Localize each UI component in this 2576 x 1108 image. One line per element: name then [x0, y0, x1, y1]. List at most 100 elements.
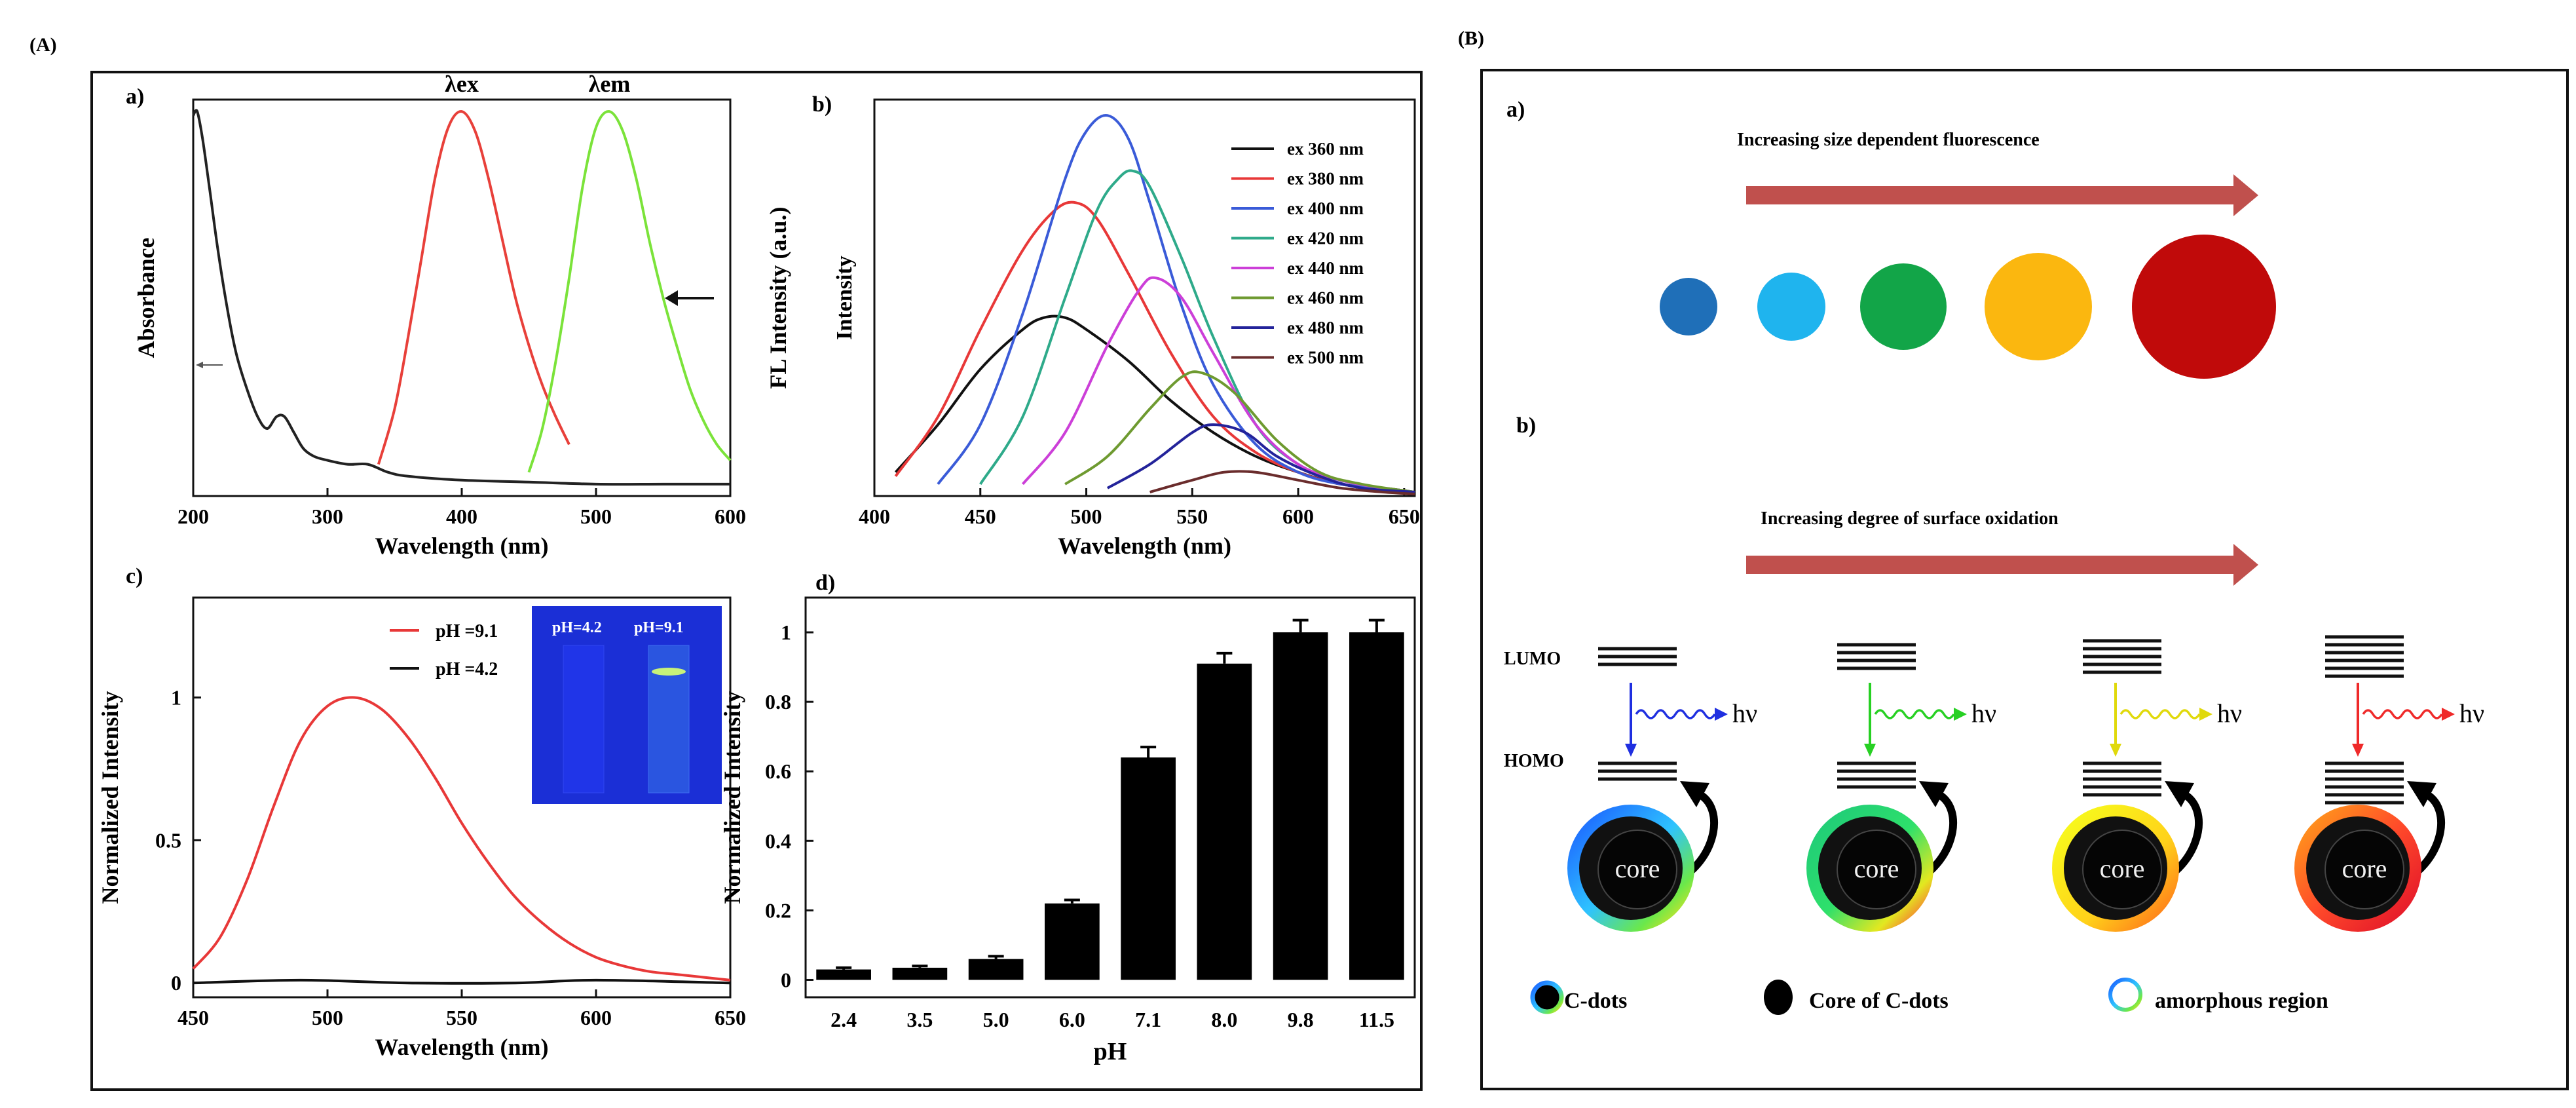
x-axis-label: pH: [1094, 1038, 1127, 1065]
chart-Ac: 450 500 550 600 650 0 0.5 1 Wavelength (nm) Norma…: [97, 564, 746, 1060]
inset-label-ph91: pH=9.1: [634, 619, 684, 636]
panel-label-b: b): [812, 92, 832, 117]
x-tick-label: 500: [1071, 505, 1102, 528]
panel-label-d: d): [815, 571, 835, 595]
series-line-Ac-1: [193, 978, 731, 985]
legend-label-c-0: pH =9.1: [436, 621, 498, 641]
x-tick-label: 650: [1389, 505, 1420, 528]
transition-arrow-head: [2110, 744, 2121, 757]
return-curve-arrow-head: [2407, 781, 2436, 807]
plot-frame-Ad: [804, 596, 1416, 999]
series-line-Ab-2: [937, 114, 1415, 493]
panel-b-b: b) Increasing degree of surface oxidatio…: [1504, 413, 2484, 1015]
emission-wave: [2362, 709, 2443, 719]
return-curve-arrow-head: [1919, 781, 1949, 807]
panel-b-a: a) Increasing size dependent fluorescenc…: [1506, 98, 2276, 379]
size-dot-2: [1757, 273, 1825, 341]
annotation-lambda-ex: λex: [445, 71, 479, 97]
series-line-Aa-1: [377, 110, 570, 465]
legend-label-2: ex 400 nm: [1287, 199, 1364, 218]
hv-label: hν: [1971, 698, 1996, 728]
return-curve-arrow-head: [1680, 781, 1709, 807]
series-line-Ab-5: [1064, 370, 1415, 493]
stage-3: hν core: [2052, 639, 2242, 932]
legend-label-3: ex 420 nm: [1287, 229, 1364, 248]
x-tick-label: 450: [177, 1006, 209, 1029]
chart-Ad: 0 0.2 0.4 0.6 0.8 1 2.4 3.5 5.0 6.0 7.1 8.0 9.8 11.5 p…: [719, 571, 1416, 1065]
bar-9.8: [1273, 632, 1328, 980]
y-tick-label: 0.4: [765, 829, 791, 852]
bar-8.0: [1197, 663, 1252, 980]
x-tick-label: 11.5: [1359, 1008, 1394, 1031]
size-dots: [1660, 235, 2276, 379]
series-line-Aa-0: [192, 109, 730, 486]
plot-frame-Aa: [192, 98, 732, 497]
core-sphere: [2324, 830, 2404, 909]
oxidation-stages: hν core hν core hν core hν core: [1567, 635, 2484, 932]
vial-ph42: [563, 645, 605, 793]
core-sphere: [1597, 830, 1677, 909]
x-tick-label: 300: [312, 505, 343, 528]
x-tick-label: 500: [312, 1006, 343, 1029]
y-tick-label: 1: [171, 686, 181, 710]
lumo-label: LUMO: [1504, 649, 1561, 669]
y-tick-label: 1: [781, 621, 791, 644]
bar-2.4: [816, 969, 871, 980]
transition-arrow-head: [1864, 744, 1876, 757]
core-label: core: [2342, 854, 2387, 883]
chart-Aa: 200 300 400 500 600 Wavelength (nm) Absorbance…: [126, 71, 746, 559]
vial-ph91: [648, 645, 690, 793]
arrow-emission-head: [665, 290, 678, 306]
hv-label: hν: [1732, 698, 1757, 728]
x-tick-label: 400: [859, 505, 890, 528]
size-title: Increasing size dependent fluorescence: [1737, 130, 2040, 150]
series-line-Ab-4: [1021, 276, 1415, 493]
panel-a-label: (A): [29, 34, 57, 56]
x-tick-label: 8.0: [1211, 1008, 1237, 1031]
return-curve-arrow-head: [2165, 781, 2194, 807]
legend-cdot-icon: [1530, 980, 1564, 1014]
hv-label: hν: [2217, 698, 2242, 728]
emission-wave-head: [2442, 708, 2455, 721]
x-tick-label: 600: [715, 505, 746, 528]
x-tick-label: 500: [580, 505, 612, 528]
panel-label-a: a): [126, 85, 144, 109]
homo-label: HOMO: [1504, 751, 1564, 771]
y-tick-label: 0: [171, 971, 181, 995]
inset-label-ph42: pH=4.2: [552, 619, 602, 636]
vial-meniscus: [652, 668, 686, 676]
y-tick-label: 0.5: [155, 828, 181, 852]
emission-wave: [1635, 709, 1716, 719]
y-tick-label: 0: [781, 968, 791, 991]
legend-label-c-1: pH =4.2: [436, 659, 498, 679]
x-tick-label: 450: [965, 505, 996, 528]
annotation-lambda-em: λem: [589, 71, 631, 97]
series-line-Ab-6: [1106, 423, 1415, 493]
emission-wave-head: [1954, 708, 1967, 721]
y-tick-label: 0.2: [765, 898, 791, 922]
legend-amorphous-icon: [2108, 978, 2142, 1012]
stage-2: hν core: [1806, 643, 1996, 932]
emission-wave: [1874, 709, 1955, 719]
series-line-Ac-0: [192, 696, 731, 982]
x-tick-label: 600: [580, 1006, 612, 1029]
stage-1: hν core: [1567, 647, 1757, 932]
size-dot-4: [1985, 253, 2092, 360]
legend-label-4: ex 440 nm: [1287, 258, 1364, 278]
x-tick-label: 200: [177, 505, 209, 528]
size-dot-5: [2132, 235, 2276, 379]
x-tick-label: 6.0: [1059, 1008, 1085, 1031]
stage-4: hν core: [2294, 635, 2484, 932]
x-axis-label: Wavelength (nm): [375, 1034, 549, 1060]
panel-b-a-label: a): [1506, 98, 1525, 122]
emission-wave-head: [1715, 708, 1728, 721]
y-tick-label: 0.8: [765, 690, 791, 714]
hv-label: hν: [2459, 698, 2484, 728]
core-label: core: [1615, 854, 1660, 883]
core-sphere: [2082, 830, 2162, 909]
bar-3.5: [892, 967, 948, 980]
y-axis-label: Absorbance: [133, 237, 159, 358]
bar-6.0: [1045, 903, 1100, 980]
size-dot-1: [1660, 278, 1717, 335]
